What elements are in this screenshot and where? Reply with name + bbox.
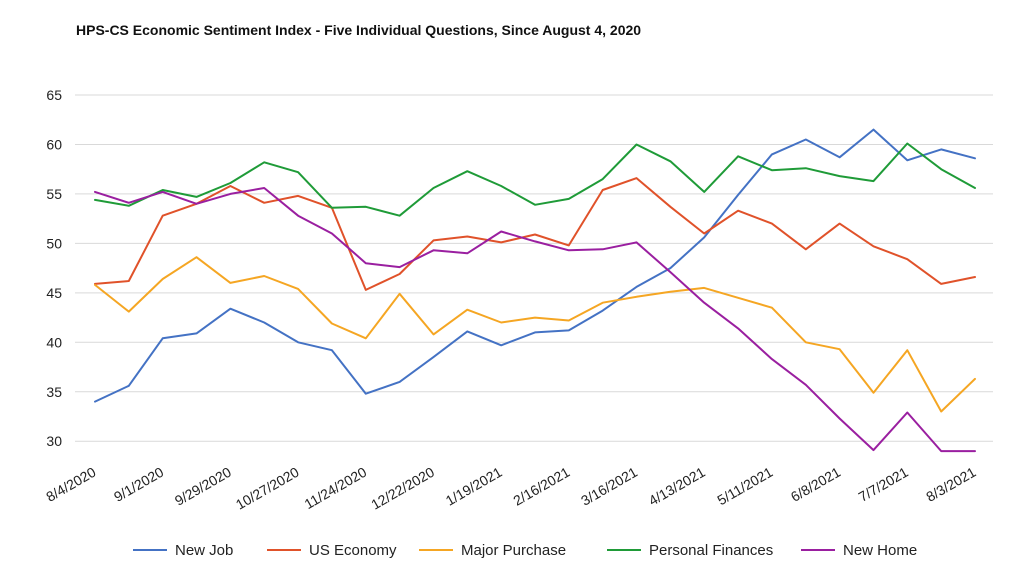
y-tick-label: 55 bbox=[46, 186, 62, 202]
x-tick-label: 9/29/2020 bbox=[172, 464, 234, 509]
legend-item: Major Purchase bbox=[419, 542, 566, 559]
x-tick-label: 5/11/2021 bbox=[714, 464, 775, 509]
x-tick-label: 7/7/2021 bbox=[856, 464, 911, 505]
y-tick-label: 60 bbox=[46, 136, 62, 152]
x-tick-label: 9/1/2020 bbox=[111, 464, 166, 505]
x-tick-label: 6/8/2021 bbox=[788, 464, 843, 505]
x-tick-label: 12/22/2020 bbox=[368, 464, 437, 513]
legend-item: New Home bbox=[801, 542, 917, 559]
legend-item: New Job bbox=[133, 542, 233, 559]
y-tick-label: 40 bbox=[46, 334, 62, 350]
chart-title: HPS-CS Economic Sentiment Index - Five I… bbox=[76, 22, 642, 38]
legend-label: New Home bbox=[843, 542, 917, 559]
legend-label: Personal Finances bbox=[649, 542, 773, 559]
x-tick-label: 10/27/2020 bbox=[233, 464, 302, 513]
series-line-new-job bbox=[94, 128, 976, 403]
x-tick-label: 8/4/2020 bbox=[43, 464, 98, 505]
x-tick-label: 3/16/2021 bbox=[578, 464, 640, 509]
series-line-new-home bbox=[94, 187, 976, 453]
y-tick-label: 45 bbox=[46, 285, 62, 301]
legend-label: New Job bbox=[175, 542, 233, 559]
y-tick-label: 35 bbox=[46, 384, 62, 400]
y-tick-label: 65 bbox=[46, 87, 62, 103]
legend-label: US Economy bbox=[309, 542, 397, 559]
x-tick-label: 4/13/2021 bbox=[646, 464, 708, 509]
series-line-major-purchase bbox=[94, 256, 976, 413]
legend-item: Personal Finances bbox=[607, 542, 773, 559]
y-tick-label: 30 bbox=[46, 433, 62, 449]
x-tick-label: 1/19/2021 bbox=[443, 464, 505, 509]
x-tick-label: 11/24/2020 bbox=[301, 464, 369, 512]
series-line-personal-finances bbox=[94, 142, 976, 217]
x-tick-label: 8/3/2021 bbox=[923, 464, 978, 505]
legend-label: Major Purchase bbox=[461, 542, 566, 559]
y-tick-label: 50 bbox=[46, 235, 62, 251]
x-tick-label: 2/16/2021 bbox=[510, 464, 572, 509]
legend-item: US Economy bbox=[267, 542, 397, 559]
